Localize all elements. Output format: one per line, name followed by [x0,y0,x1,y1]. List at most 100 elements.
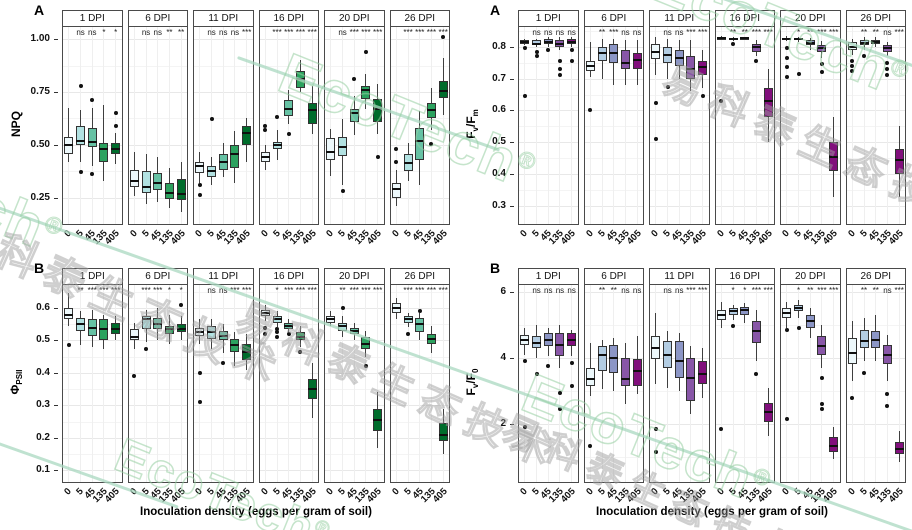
median-line [871,338,881,341]
outlier-point [862,54,867,59]
median-line [164,192,174,195]
outlier-point [286,132,291,137]
median-line [64,313,74,316]
plot-panel: * ** *** *** [780,284,841,483]
gridline-x [342,285,344,482]
gridline-x [365,27,367,224]
y-tick-label: 0.2 [36,431,50,443]
significance-label: ns [621,28,630,37]
median-line [230,153,240,156]
plot-panel: *** *** *** *** [258,26,319,225]
outlier-point [557,59,562,64]
outlier-point [522,359,527,364]
median-line [129,336,139,339]
gridline-x [886,27,888,224]
median-line [728,310,738,313]
median-line [555,343,565,346]
gridline-x [133,285,135,482]
gridline-x [809,27,811,224]
median-line [847,45,857,48]
gridline-x [851,27,853,224]
facet-11-dpi: 11 DPI ns ns ns *** 0 5 45 135 405 [193,10,254,255]
median-line [894,158,904,161]
outlier-point [557,73,562,78]
chart-npq: A NPQ 1.00 0.75 0.50 0.25 1 DPI ns ns * * 0 5 45 135 40… [0,2,456,258]
significance-label: *** [284,28,294,37]
median-line [597,52,607,55]
median-line [567,338,577,341]
box [326,138,336,160]
facet-1-dpi: 1 DPI ** *** *** *** 0 5 45 135 405 [62,268,123,513]
outlier-point [263,325,268,330]
facet-26-dpi: 26 DPI *** *** *** *** 0 5 45 135 405 [389,10,451,255]
facet-strip: 11 DPI [193,268,254,285]
outlier-point [784,55,789,60]
box [361,85,371,100]
plot-panel: ******** [714,284,775,483]
median-line [805,320,815,323]
box [620,357,630,386]
y-tick-mark [54,144,58,146]
significance-label: *** [426,28,437,37]
chart-fvfm: A Fv/Fm 0.8 0.7 0.6 0.5 0.4 0.3 1 DPI ns ns ns ns 0 5 4… [456,2,912,258]
outlier-point [546,47,551,52]
median-line [164,328,174,331]
median-line [609,356,619,359]
y-tick-mark [54,340,58,342]
significance-label: ** [166,28,173,37]
gridline-x [589,27,591,224]
gridline-x [211,27,213,224]
gridline-x [246,285,248,482]
plot-panel: ** ** ns ns [583,284,644,483]
significance-label: *** [307,286,317,295]
median-line [543,338,553,341]
median-line [99,147,109,150]
box [391,182,401,198]
gridline-x [690,27,692,224]
median-line [794,38,804,41]
median-line [763,99,773,102]
outlier-point [784,65,789,70]
box [763,88,773,117]
significance-label: * [114,28,118,37]
y-tick-label: 0.3 [36,399,50,411]
gridline-x [786,27,788,224]
median-line [111,147,121,150]
outlier-point [719,427,724,431]
median-line [632,370,642,373]
median-line [284,107,294,110]
box [129,170,139,187]
y-tick-label: 1.00 [30,33,50,45]
facet-strip: 16 DPI [258,10,319,27]
median-line [674,56,684,59]
x-axis: 0 5 45 135 405 [390,225,451,255]
panel-label: A [34,2,45,18]
gridline-x [157,27,159,224]
plot-panel: ********** [258,284,319,483]
gridline-x [667,27,669,224]
outlier-point [263,331,268,336]
median-line [847,351,857,354]
facet-20-dpi: 20 DPI ** *** *** *** 0 5 45 135 405 [324,268,385,513]
gridline-x [898,27,900,224]
gridline-x [222,285,224,482]
outlier-point [885,60,890,65]
gridline-x [234,27,236,224]
gridline-x [571,27,573,224]
outlier-point [534,49,539,54]
significance-label: *** [307,28,317,37]
gridline-x [875,27,877,224]
x-axis: 0 5 45 135 405 [846,225,907,255]
median-line [349,112,359,115]
y-tick-mark [510,291,514,293]
significance-label: ns [567,28,576,37]
gridline-x [442,27,444,224]
y-tick-label: 0.5 [36,334,50,346]
gridline-x [559,285,561,482]
median-line [76,323,86,326]
median-line [543,40,553,43]
facet-panels: 1 DPI ns ns ns ns 0 5 45 135 405 6 DPI ** ** ns ns 0 5 45… [518,268,906,513]
y-tick-mark [54,405,58,407]
facet-strip: 6 DPI [127,268,188,285]
median-line [242,350,252,353]
